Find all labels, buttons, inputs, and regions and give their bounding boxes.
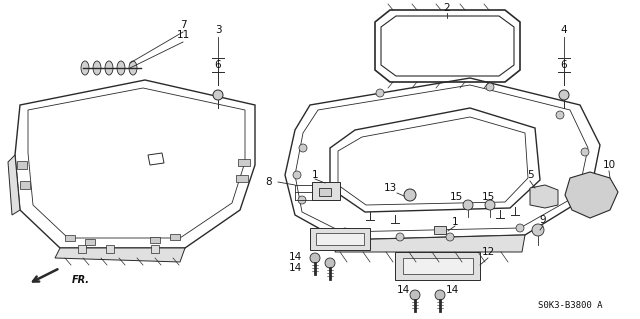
Circle shape xyxy=(404,189,416,201)
Text: 1: 1 xyxy=(452,217,458,227)
Circle shape xyxy=(485,200,495,210)
Text: 14: 14 xyxy=(445,285,459,295)
Bar xyxy=(85,239,95,245)
Circle shape xyxy=(341,228,349,236)
Circle shape xyxy=(293,171,301,179)
Text: 3: 3 xyxy=(214,25,221,35)
Ellipse shape xyxy=(105,61,113,75)
Circle shape xyxy=(396,233,404,241)
Bar xyxy=(20,181,30,189)
Text: 5: 5 xyxy=(527,170,533,180)
Text: 2: 2 xyxy=(444,3,451,13)
Circle shape xyxy=(559,90,569,100)
Bar xyxy=(319,188,331,196)
Circle shape xyxy=(299,144,307,152)
Text: 14: 14 xyxy=(289,263,301,273)
Bar xyxy=(434,226,446,234)
Text: 10: 10 xyxy=(602,160,616,170)
Text: 7: 7 xyxy=(180,20,186,30)
Polygon shape xyxy=(395,252,480,280)
Text: 14: 14 xyxy=(396,285,410,295)
Ellipse shape xyxy=(81,61,89,75)
Polygon shape xyxy=(530,185,558,208)
Bar xyxy=(403,258,473,274)
Bar xyxy=(17,161,27,169)
Text: 9: 9 xyxy=(540,215,547,225)
Bar xyxy=(170,234,180,240)
Circle shape xyxy=(581,148,589,156)
Ellipse shape xyxy=(117,61,125,75)
Text: 12: 12 xyxy=(481,247,495,257)
Text: 15: 15 xyxy=(449,192,463,202)
Circle shape xyxy=(486,83,494,91)
Circle shape xyxy=(556,111,564,119)
Ellipse shape xyxy=(93,61,101,75)
Text: 6: 6 xyxy=(561,60,567,70)
Bar xyxy=(238,159,250,166)
Bar xyxy=(78,245,86,253)
Text: S0K3-B3800 A: S0K3-B3800 A xyxy=(538,300,602,309)
Text: 6: 6 xyxy=(214,60,221,70)
Text: 8: 8 xyxy=(266,177,272,187)
Circle shape xyxy=(310,253,320,263)
Circle shape xyxy=(213,90,223,100)
Text: 15: 15 xyxy=(481,192,495,202)
Text: 14: 14 xyxy=(289,252,301,262)
Circle shape xyxy=(532,224,544,236)
Circle shape xyxy=(376,89,384,97)
Bar xyxy=(106,245,114,253)
Polygon shape xyxy=(55,248,185,262)
Text: 1: 1 xyxy=(312,170,318,180)
Circle shape xyxy=(325,258,335,268)
Circle shape xyxy=(463,200,473,210)
Bar xyxy=(236,175,248,182)
Circle shape xyxy=(516,224,524,232)
Polygon shape xyxy=(310,228,370,250)
Circle shape xyxy=(435,290,445,300)
Bar xyxy=(150,237,160,243)
Bar xyxy=(151,245,159,253)
Polygon shape xyxy=(312,182,340,200)
Text: 11: 11 xyxy=(177,30,189,40)
Circle shape xyxy=(410,290,420,300)
Ellipse shape xyxy=(129,61,137,75)
Bar xyxy=(316,233,364,245)
Circle shape xyxy=(446,233,454,241)
Polygon shape xyxy=(8,155,20,215)
Text: FR.: FR. xyxy=(72,275,90,285)
Bar xyxy=(65,235,75,241)
Polygon shape xyxy=(335,235,525,252)
Circle shape xyxy=(571,191,579,199)
Text: 13: 13 xyxy=(383,183,397,193)
Text: 4: 4 xyxy=(561,25,567,35)
Polygon shape xyxy=(565,172,618,218)
Circle shape xyxy=(298,196,306,204)
